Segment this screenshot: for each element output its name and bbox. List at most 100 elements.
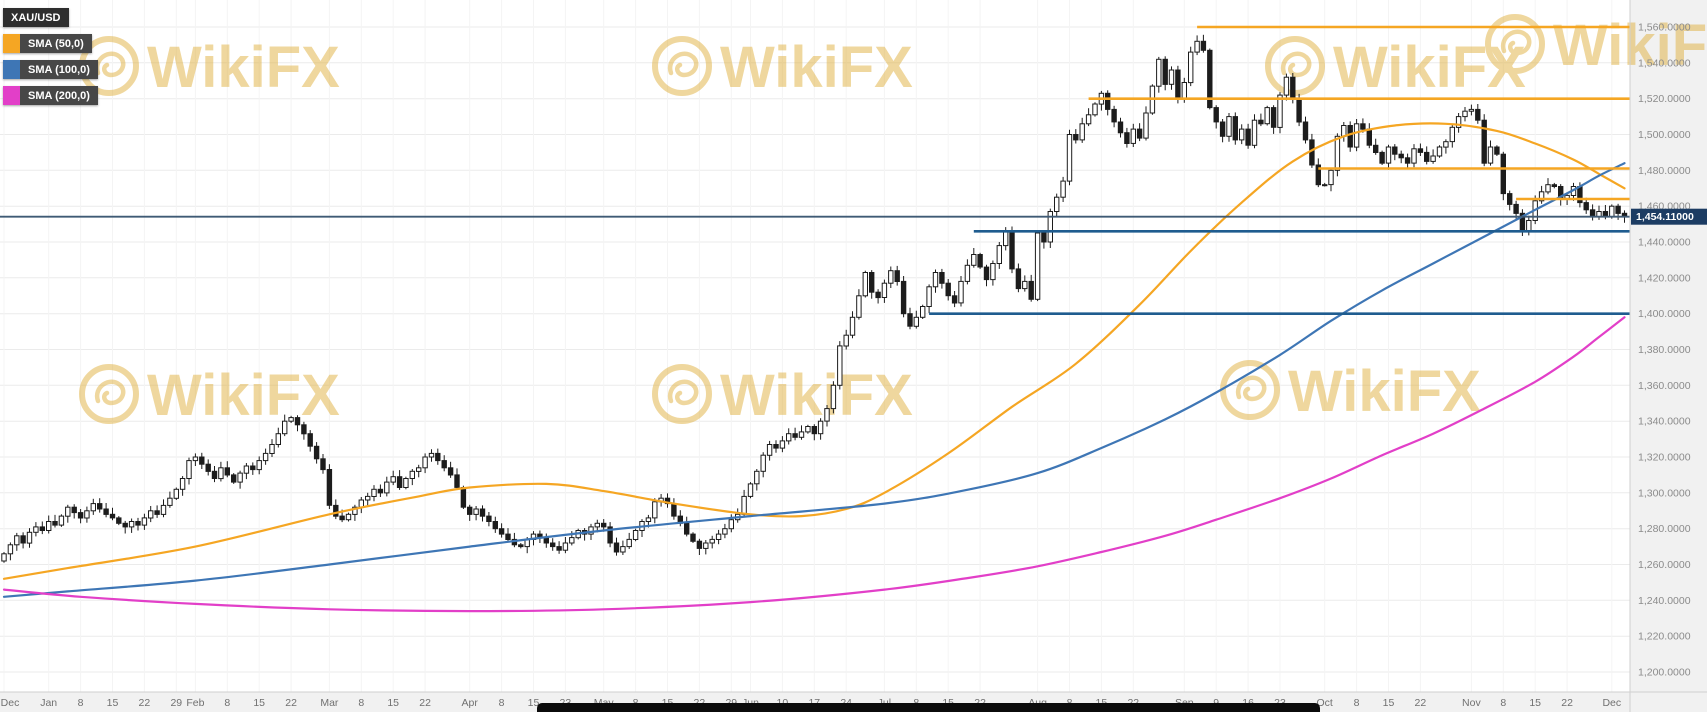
candle-body — [1188, 51, 1194, 84]
candle-body — [1315, 164, 1321, 186]
candle-body — [128, 521, 135, 528]
candle-body — [1003, 230, 1009, 247]
candle-body — [1404, 157, 1411, 164]
candle-body — [97, 503, 103, 510]
candle-body — [786, 433, 792, 442]
candle-body — [109, 513, 116, 519]
candle-body — [766, 444, 773, 456]
candle-body — [1430, 155, 1436, 162]
candle-body — [671, 503, 677, 517]
candle-body — [422, 456, 428, 469]
candle-body — [741, 495, 747, 515]
candle-body — [460, 487, 467, 508]
sma-50-badge[interactable]: SMA (50,0) — [3, 34, 92, 53]
candle-body — [179, 478, 186, 490]
wikifx-logo-ring — [652, 36, 712, 96]
candle-body — [1551, 184, 1557, 187]
candle-body — [1385, 146, 1392, 164]
x-axis-label: Mar — [320, 697, 339, 709]
candle-body — [7, 544, 14, 555]
candle-body — [77, 512, 84, 519]
candle-body — [875, 291, 881, 299]
wikifx-dragon-glyph — [1500, 29, 1532, 56]
candle-body — [1015, 268, 1022, 290]
y-axis-label: 1,560.0000 — [1638, 22, 1691, 34]
y-axis-label: 1,220.0000 — [1638, 631, 1691, 643]
x-axis-label: 15 — [528, 697, 540, 709]
candle-body — [1538, 191, 1545, 202]
candle-body — [1200, 40, 1207, 51]
x-axis-label: 8 — [224, 697, 230, 709]
candle-body — [390, 476, 396, 483]
candle-body — [894, 270, 900, 283]
wikifx-dragon-glyph — [94, 379, 126, 406]
y-axis-label: 1,420.0000 — [1638, 272, 1691, 284]
x-axis-label: 8 — [1500, 697, 1506, 709]
candle-body — [1302, 121, 1309, 141]
candle-body — [377, 488, 384, 494]
candle-body — [84, 510, 90, 519]
x-axis-label: 15 — [387, 697, 399, 709]
candle-body — [345, 513, 352, 521]
candle-body — [103, 508, 109, 515]
wikifx-logo-watermark: WikiFX — [1265, 35, 1526, 100]
candle-body — [1443, 141, 1449, 148]
candle-body — [243, 465, 250, 474]
current-price-badge-label: 1,454.11000 — [1636, 211, 1694, 223]
current-price-badge: 1,454.11000 — [1631, 208, 1707, 225]
candle-body — [1060, 180, 1066, 198]
candle-body — [645, 517, 652, 523]
candle-body — [601, 522, 607, 528]
sma-100-badge[interactable]: SMA (100,0) — [3, 60, 98, 79]
candle-body — [1175, 69, 1181, 100]
candle-body — [46, 521, 52, 531]
wikifx-dragon-glyph — [667, 379, 699, 406]
candle-body — [1028, 280, 1034, 300]
candle-body — [1245, 128, 1251, 146]
candle-body — [160, 504, 167, 515]
candle-body — [307, 433, 313, 447]
candle-body — [1487, 146, 1494, 164]
candle-body — [384, 481, 390, 494]
candle-body — [205, 463, 211, 472]
candle-body — [339, 515, 345, 521]
candle-body — [1117, 121, 1124, 134]
sma-200-badge[interactable]: SMA (200,0) — [3, 86, 98, 105]
current-price-badge-bg — [1631, 208, 1707, 225]
candle-body — [1270, 107, 1277, 128]
bottom-scrollbar[interactable] — [537, 703, 1320, 712]
candle-body — [747, 483, 754, 497]
candle-body — [33, 526, 39, 533]
wikifx-watermark-text: WikiFX — [720, 363, 913, 428]
candle-body — [709, 538, 715, 544]
candle-body — [1085, 114, 1092, 125]
candle-body — [1124, 132, 1130, 144]
candle-body — [1545, 184, 1551, 193]
wikifx-logo-watermark: WikiFX — [652, 363, 913, 428]
candle-body — [294, 417, 301, 426]
symbol-badge[interactable]: XAU/USD — [3, 8, 69, 27]
candle-body — [754, 470, 760, 485]
candle-body — [1162, 58, 1168, 85]
candle-body — [550, 542, 556, 548]
candle-body — [135, 521, 141, 526]
candle-body — [977, 254, 983, 268]
candle-body — [1468, 108, 1475, 112]
candle-body — [262, 452, 269, 462]
wikifx-dragon-glyph — [1280, 51, 1312, 78]
candle-body — [454, 474, 460, 488]
symbol-label: XAU/USD — [3, 8, 69, 27]
sma-100-color-chip — [3, 60, 20, 79]
candle-body — [1181, 82, 1187, 100]
candle-body — [594, 522, 600, 528]
wikifx-dragon-glyph — [94, 51, 126, 78]
candle-body — [428, 452, 435, 458]
x-axis-label: 8 — [1354, 697, 1360, 709]
y-axis-label: 1,500.0000 — [1638, 129, 1691, 141]
y-axis-label: 1,520.0000 — [1638, 93, 1691, 105]
y-axis-label: 1,380.0000 — [1638, 344, 1691, 356]
sma-200-label: SMA (200,0) — [20, 86, 98, 105]
wikifx-logo-watermark: WikiFX — [1220, 359, 1481, 424]
candle-body — [990, 263, 996, 281]
